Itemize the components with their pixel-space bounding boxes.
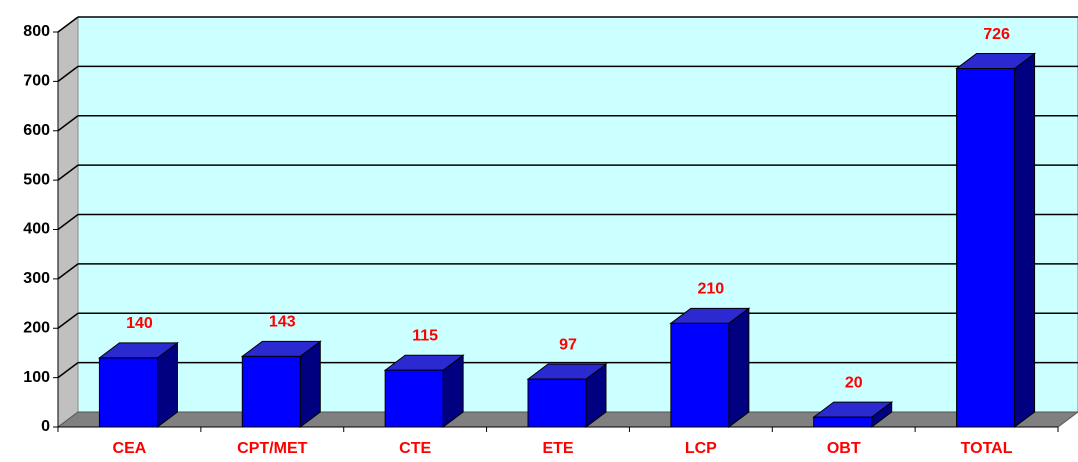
bar xyxy=(527,378,587,428)
grid-line xyxy=(57,164,79,181)
grid-line xyxy=(57,115,79,132)
value-label: 210 xyxy=(698,281,725,298)
bar xyxy=(98,357,158,428)
y-tick-label: 800 xyxy=(23,23,50,40)
grid-line xyxy=(57,16,79,33)
bar xyxy=(384,369,444,428)
x-tick-label: CEA xyxy=(113,440,147,457)
bar xyxy=(956,68,1016,428)
value-label: 140 xyxy=(126,315,153,332)
grid-line xyxy=(57,263,79,280)
value-label: 143 xyxy=(269,314,296,331)
y-tick-label: 400 xyxy=(23,221,50,238)
x-tick-label: OBT xyxy=(827,440,861,457)
value-label: 726 xyxy=(983,26,1010,43)
value-label: 115 xyxy=(412,327,438,344)
bar xyxy=(813,416,873,428)
value-label: 97 xyxy=(559,336,577,353)
grid-line xyxy=(57,65,79,82)
bar xyxy=(241,355,301,428)
grid-line xyxy=(57,213,79,231)
y-tick-label: 600 xyxy=(23,122,50,139)
y-tick-label: 100 xyxy=(23,369,50,386)
x-tick-label: ETE xyxy=(542,440,573,457)
grid-line xyxy=(57,312,79,329)
value-label: 20 xyxy=(845,374,863,391)
bar-side xyxy=(728,307,750,428)
bar-side xyxy=(1014,52,1036,428)
x-tick-label: LCP xyxy=(685,440,717,457)
y-tick-label: 300 xyxy=(23,270,50,287)
y-tick-label: 500 xyxy=(23,171,50,188)
y-tick-label: 0 xyxy=(41,418,50,435)
y-tick-label: 700 xyxy=(23,73,50,90)
x-tick-label: CTE xyxy=(399,440,431,457)
x-tick-label: TOTAL xyxy=(961,440,1013,457)
grid-line xyxy=(57,362,79,379)
bar xyxy=(670,322,730,428)
y-tick-label: 200 xyxy=(23,319,50,336)
x-tick-label: CPT/MET xyxy=(237,440,307,457)
